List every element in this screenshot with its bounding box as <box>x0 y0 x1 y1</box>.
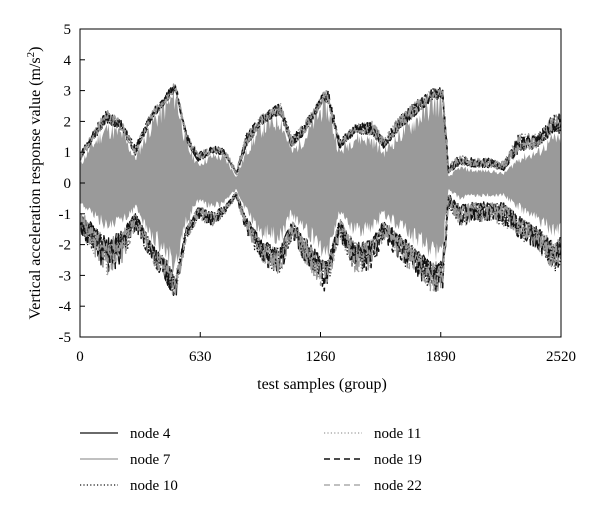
x-tick-label: 1260 <box>306 349 336 365</box>
x-tick-label: 2520 <box>546 349 576 365</box>
y-tick-label: -3 <box>59 268 72 284</box>
y-tick-label: -5 <box>59 330 72 346</box>
legend-label: node 19 <box>374 452 422 468</box>
series-line-upper <box>80 86 561 176</box>
x-tick-label: 0 <box>76 349 84 365</box>
response-area <box>80 85 561 275</box>
y-axis-label: Vertical acceleration response value (m/… <box>25 47 44 320</box>
y-tick-label: 0 <box>64 176 72 192</box>
y-axis-label-superscript: 2 <box>25 52 37 58</box>
legend-label: node 11 <box>374 426 421 442</box>
y-tick-label: 3 <box>64 84 72 100</box>
series-line-lower <box>80 193 561 295</box>
series-layer <box>80 83 561 296</box>
y-axis: 5 4 3 2 1 0 -1 -2 -3 -4 -5 <box>59 22 85 346</box>
legend-label: node 4 <box>130 426 171 442</box>
series-node-22 <box>80 86 561 296</box>
y-tick-label: 5 <box>64 22 72 38</box>
legend-label: node 10 <box>130 478 178 494</box>
series-line-lower <box>80 191 561 296</box>
y-tick-label: -1 <box>59 207 72 223</box>
y-tick-label: 1 <box>64 145 72 161</box>
series-line-lower <box>80 195 561 296</box>
y-axis-label-main: Vertical acceleration response value (m/… <box>27 57 44 319</box>
y-tick-label: -4 <box>59 299 72 315</box>
y-tick-label: 2 <box>64 114 72 130</box>
series-node-10 <box>80 85 561 295</box>
y-tick-label: -2 <box>59 238 72 254</box>
x-axis-label: test samples (group) <box>257 376 387 393</box>
legend-label: node 22 <box>374 478 422 494</box>
x-axis: 0 630 1260 1890 2520 <box>76 332 576 365</box>
y-axis-label-close: ) <box>27 47 44 52</box>
x-tick-label: 1890 <box>426 349 456 365</box>
legend: node 4 node 7 node 10 node 11 node 19 node 22 <box>80 426 422 494</box>
y-tick-label: 4 <box>64 53 72 69</box>
legend-label: node 7 <box>130 452 171 468</box>
x-tick-label: 630 <box>189 349 212 365</box>
